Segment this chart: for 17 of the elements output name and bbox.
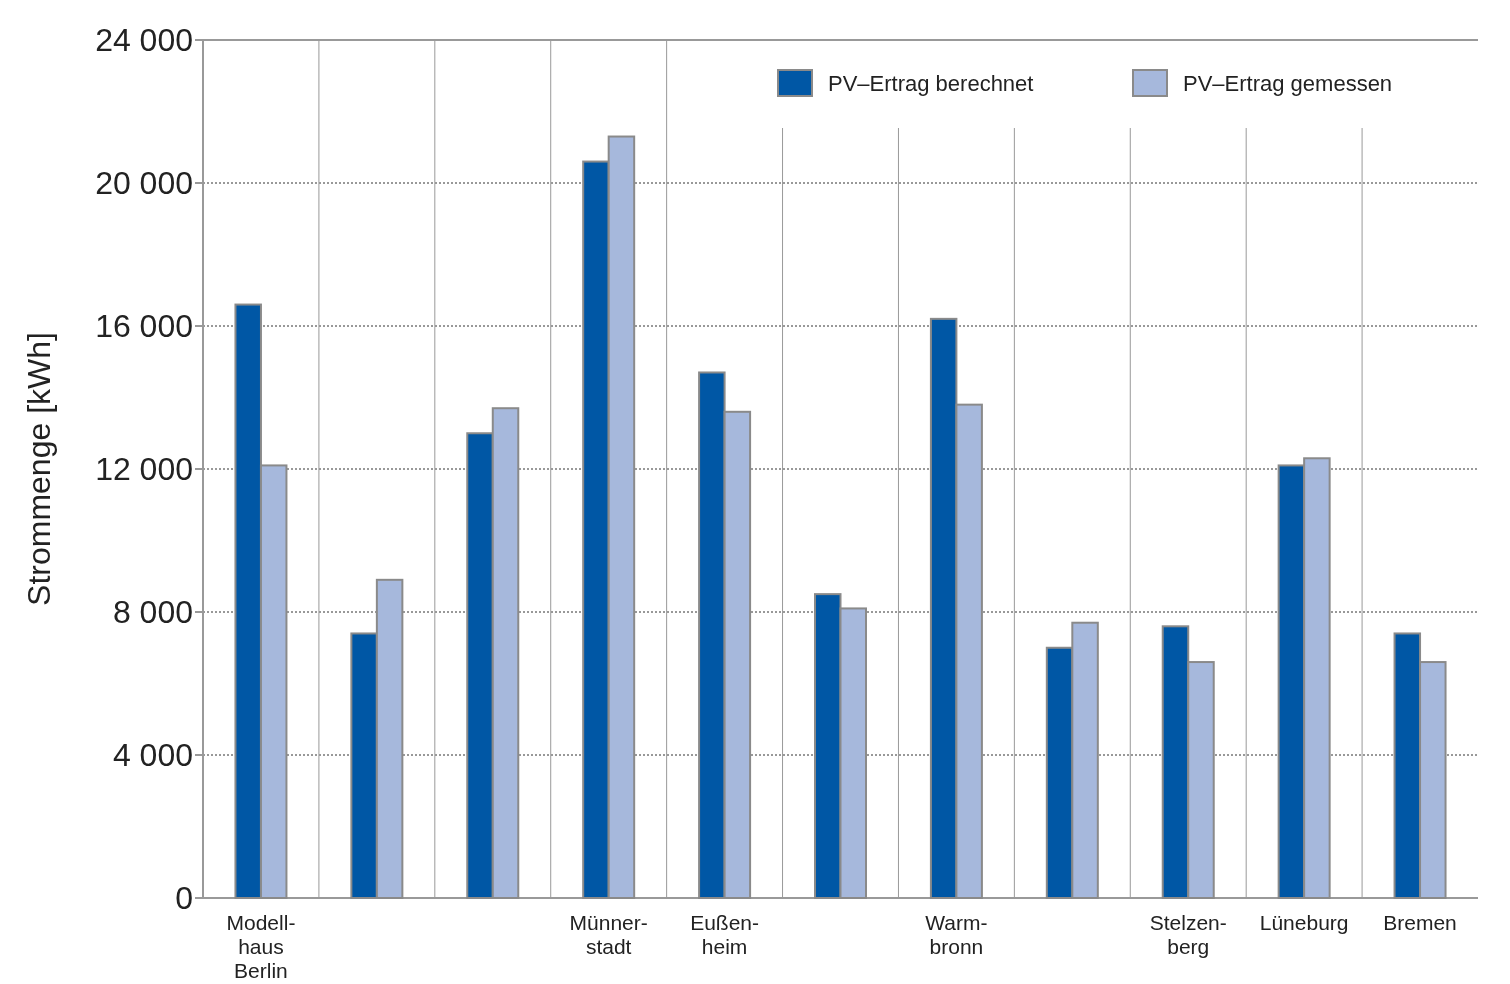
x-tick-label: Münner- stadt xyxy=(569,911,648,958)
legend-label: PV–Ertrag gemessen xyxy=(1183,70,1393,96)
x-tick-label: Eußen- heim xyxy=(690,911,760,958)
y-tick-label: 24 000 xyxy=(95,22,193,59)
y-tick-label: 16 000 xyxy=(95,308,193,345)
y-tick-label: 20 000 xyxy=(95,165,193,202)
legend-label: PV–Ertrag berechnet xyxy=(828,70,1034,96)
x-tick-label: Warm- bronn xyxy=(925,911,988,958)
x-tick-label: Modell- haus Berlin xyxy=(226,911,296,982)
y-tick-label: 12 000 xyxy=(95,451,193,488)
y-tick-label: 8 000 xyxy=(112,594,193,631)
y-tick-label: 0 xyxy=(175,880,193,917)
y-axis-title: Strommenge [kWh] xyxy=(21,332,57,606)
y-tick-label: 4 000 xyxy=(112,737,193,774)
x-tick-label: Bremen xyxy=(1383,911,1457,934)
x-tick-label: Lüneburg xyxy=(1259,911,1349,934)
x-tick-label: Stelzen- berg xyxy=(1149,911,1227,958)
